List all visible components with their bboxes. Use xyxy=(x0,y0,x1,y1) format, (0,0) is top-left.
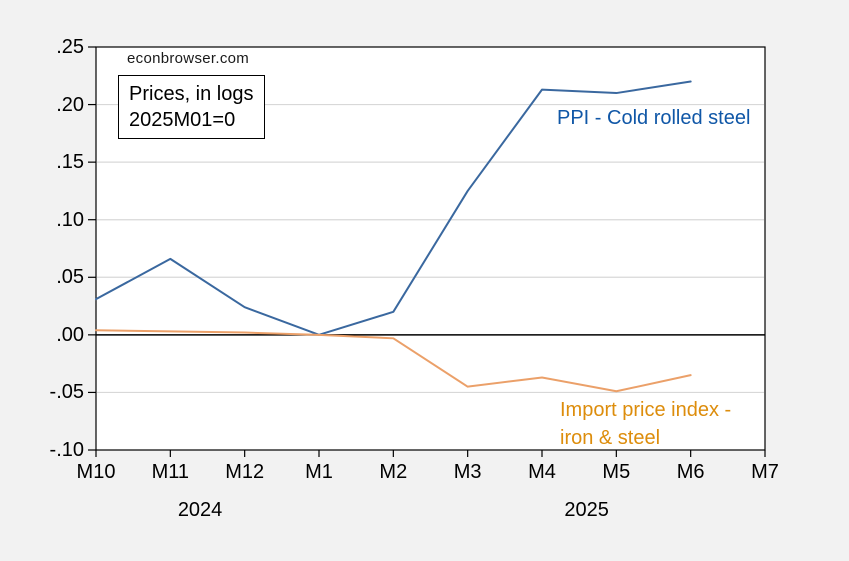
y-tick-label--.05: -.05 xyxy=(49,381,84,404)
series-label-ppi-cold-rolled-steel: PPI - Cold rolled steel xyxy=(557,104,750,132)
y-tick-label-.25: .25 xyxy=(56,36,84,58)
series-label-import-price-index: Import price index - iron & steel xyxy=(560,396,731,452)
series-label-import-line-2: iron & steel xyxy=(560,427,661,449)
series-label-ppi-line-1: PPI - Cold rolled steel xyxy=(557,107,751,129)
y-tick-label-.15: .15 xyxy=(56,151,84,174)
annotation-line-2: 2025M01=0 xyxy=(129,109,236,131)
x-tick-label-M6: M6 xyxy=(676,461,705,483)
series-label-import-line-1: Import price index - xyxy=(560,399,732,421)
x-tick-label-M2: M2 xyxy=(379,461,408,483)
x-tick-label-M7: M7 xyxy=(751,461,779,483)
x-tick-label-M10: M10 xyxy=(76,461,116,483)
x-tick-label-M11: M11 xyxy=(151,461,190,483)
y-tick-label-.10: .10 xyxy=(56,208,84,231)
series-line-ppi-cold-rolled-steel xyxy=(95,80,692,336)
x-tick-label-M12: M12 xyxy=(225,461,265,483)
series-line-import-price-index xyxy=(95,329,692,393)
y-tick-label-.05: .05 xyxy=(56,266,84,289)
x-tick-label-M5: M5 xyxy=(602,461,631,483)
x-tick-label-M1: M1 xyxy=(305,461,333,483)
y-tick-label-.20: .20 xyxy=(56,93,84,116)
annotation-line-1: Prices, in logs xyxy=(129,83,254,105)
year-label-2025: 2025 xyxy=(564,499,609,521)
y-tick-label--.10: -.10 xyxy=(49,439,84,461)
watermark-text: econbrowser.com xyxy=(127,50,250,67)
year-label-2024: 2024 xyxy=(177,499,223,521)
y-tick-label-.00: .00 xyxy=(56,323,84,346)
annotation-box: Prices, in logs 2025M01=0 xyxy=(118,75,265,139)
x-tick-label-M4: M4 xyxy=(528,461,556,483)
x-tick-label-M3: M3 xyxy=(453,461,482,483)
